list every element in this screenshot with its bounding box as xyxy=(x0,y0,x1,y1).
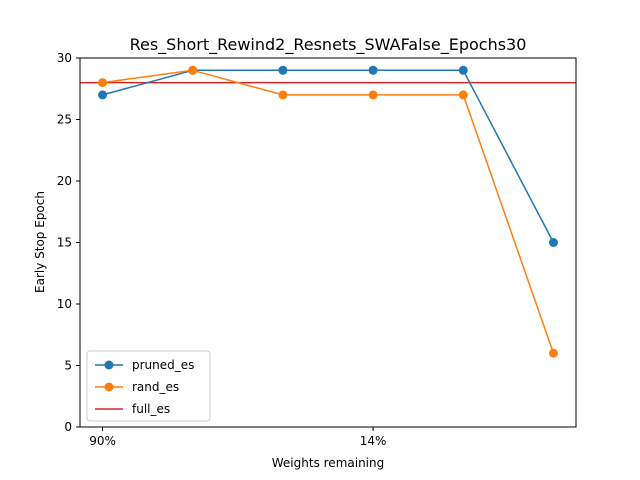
data-point-pruned_es-4 xyxy=(458,65,468,75)
series-line-rand_es xyxy=(102,69,555,354)
legend-marker-rand_es xyxy=(104,382,114,392)
y-tick-label: 30 xyxy=(57,51,72,65)
y-axis-label: Early Stop Epoch xyxy=(33,191,47,293)
legend-label-pruned_es: pruned_es xyxy=(132,358,194,372)
data-point-rand_es-1 xyxy=(188,65,198,75)
data-point-pruned_es-5 xyxy=(548,238,558,247)
y-tick-label: 25 xyxy=(57,113,72,127)
data-point-pruned_es-0 xyxy=(98,90,108,100)
legend-marker-pruned_es xyxy=(104,360,114,370)
data-point-pruned_es-2 xyxy=(278,65,288,75)
series-line-pruned_es xyxy=(102,69,555,243)
x-tick-label: 90% xyxy=(89,434,116,448)
data-point-rand_es-5 xyxy=(548,348,558,358)
legend-label-full_es: full_es xyxy=(132,402,170,416)
y-tick-label: 15 xyxy=(57,236,72,250)
chart-title: Res_Short_Rewind2_Resnets_SWAFalse_Epoch… xyxy=(130,35,527,55)
legend: pruned_es rand_es full_es xyxy=(86,350,211,422)
data-point-rand_es-4 xyxy=(458,90,468,100)
legend-label-rand_es: rand_es xyxy=(132,380,179,394)
data-point-rand_es-3 xyxy=(368,90,378,100)
y-tick-label: 20 xyxy=(57,174,72,188)
data-point-rand_es-0 xyxy=(98,78,108,88)
data-point-rand_es-2 xyxy=(278,90,288,100)
plot-area: 0 5 10 15 20 25 30 90% 14% xyxy=(57,51,577,448)
y-tick-label: 10 xyxy=(57,297,72,311)
legend-box xyxy=(86,350,211,422)
y-tick-label: 5 xyxy=(64,359,72,373)
y-tick-label: 0 xyxy=(64,420,72,434)
x-tick-label: 14% xyxy=(360,434,387,448)
data-point-pruned_es-3 xyxy=(368,65,378,75)
x-axis-label: Weights remaining xyxy=(272,456,384,470)
